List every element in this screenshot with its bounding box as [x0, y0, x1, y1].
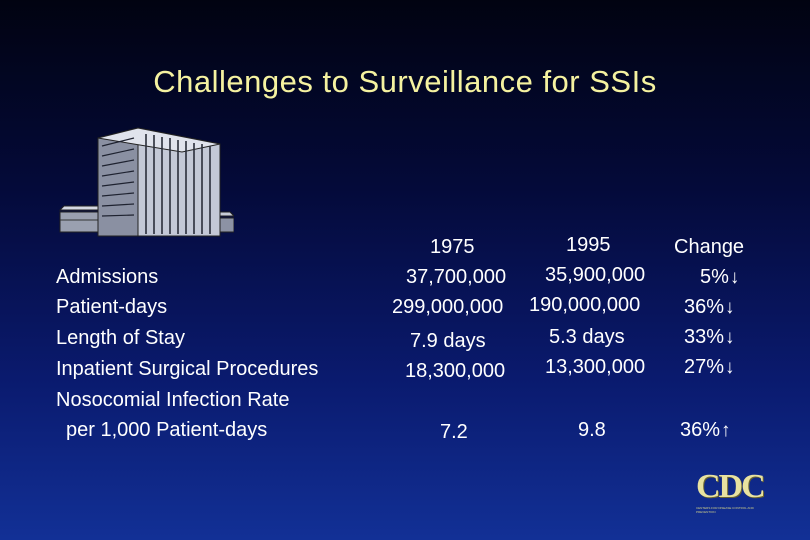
admissions-change-value: 5%: [700, 266, 729, 288]
header-1995: 1995: [566, 234, 611, 256]
admissions-1975: 37,700,000: [406, 266, 507, 288]
length-of-stay-change: 33%↓: [684, 326, 735, 349]
row-label-length-of-stay: Length of Stay: [56, 327, 185, 349]
patient-days-1975: 299,000,000: [392, 296, 504, 318]
infection-rate-change: 36%↑: [680, 419, 731, 442]
slide-title: Challenges to Surveillance for SSIs: [153, 64, 657, 99]
hospital-building-icon: [58, 127, 234, 237]
up-arrow-icon: ↑: [721, 420, 731, 441]
surgical-procedures-1975: 18,300,000: [405, 360, 506, 382]
cdc-logo: CDC CENTERS FOR DISEASE CONTROL AND PREV…: [696, 468, 772, 515]
row-label-infection-rate: Nosocomial Infection Rate: [56, 389, 290, 411]
header-1975: 1975: [430, 236, 475, 258]
patient-days-1995: 190,000,000: [529, 294, 641, 316]
infection-rate-1995: 9.8: [578, 419, 606, 441]
header-change: Change: [674, 236, 745, 258]
patient-days-change-value: 36%: [684, 296, 725, 318]
patient-days-change: 36%↓: [684, 296, 735, 319]
row-label-admissions: Admissions: [56, 266, 159, 288]
down-arrow-icon: ↓: [725, 297, 735, 318]
down-arrow-icon: ↓: [729, 267, 740, 288]
down-arrow-icon: ↓: [725, 357, 735, 378]
infection-rate-change-value: 36%: [680, 419, 721, 441]
row-label-infection-rate-unit: per 1,000 Patient-days: [66, 419, 268, 441]
cdc-logo-text: CDC: [696, 468, 766, 505]
admissions-change: 5%↓: [700, 266, 739, 289]
down-arrow-icon: ↓: [725, 327, 735, 348]
surgical-procedures-change-value: 27%: [684, 356, 725, 378]
cdc-logo-subtext: CENTERS FOR DISEASE CONTROL AND PREVENTI…: [696, 506, 754, 514]
row-label-patient-days: Patient-days: [56, 296, 168, 318]
surgical-procedures-change: 27%↓: [684, 356, 735, 379]
infection-rate-1975: 7.2: [440, 421, 468, 443]
length-of-stay-1975: 7.9 days: [410, 330, 486, 352]
admissions-1995: 35,900,000: [545, 264, 646, 286]
length-of-stay-1995: 5.3 days: [549, 326, 625, 348]
surgical-procedures-1995: 13,300,000: [545, 356, 646, 378]
length-of-stay-change-value: 33%: [684, 326, 725, 348]
row-label-surgical-procedures: Inpatient Surgical Procedures: [56, 358, 319, 380]
